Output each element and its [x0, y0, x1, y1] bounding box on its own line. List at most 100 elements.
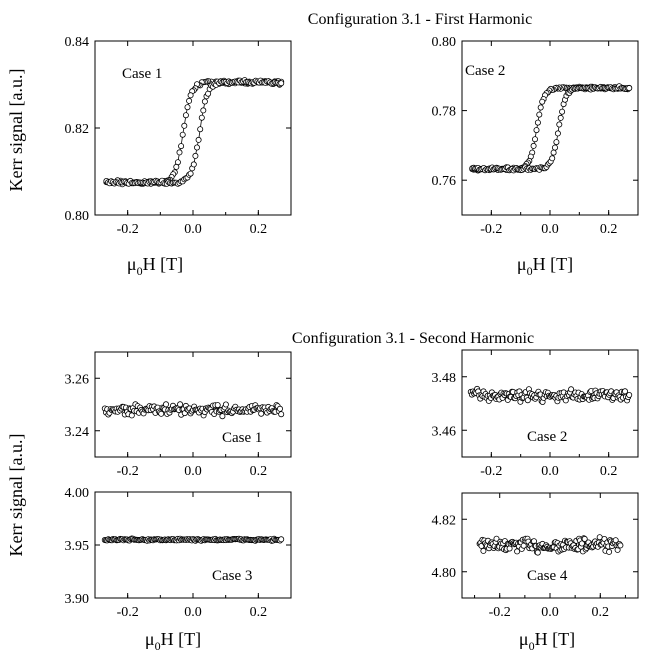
- data-point: [186, 97, 193, 104]
- data-point: [176, 149, 183, 156]
- x-tick-label: 0.0: [184, 605, 202, 620]
- data-point: [278, 411, 285, 418]
- data-point: [539, 98, 546, 105]
- y-tick-label: 3.26: [65, 372, 90, 387]
- y-tick-label: 0.78: [432, 105, 457, 120]
- data-point: [506, 545, 513, 552]
- y-tick-label: 3.24: [65, 425, 90, 440]
- data-point: [578, 540, 585, 547]
- data-point: [556, 121, 563, 128]
- y-tick-label: 0.76: [432, 174, 457, 189]
- data-point: [606, 548, 613, 555]
- case-label: Case 4: [527, 568, 568, 584]
- data-point: [626, 85, 633, 92]
- data-point: [173, 163, 180, 170]
- x-tick-label: 0.2: [592, 605, 610, 620]
- data-point: [557, 114, 564, 121]
- y-tick-label: 4.82: [432, 513, 457, 528]
- data-point: [222, 401, 229, 408]
- data-point: [536, 111, 543, 118]
- data-point: [276, 405, 283, 412]
- y-tick-label: 0.80: [65, 209, 90, 224]
- case-label: Case 1: [222, 430, 262, 446]
- data-point: [568, 386, 575, 393]
- bottom-right-x-label: μ0H [T]: [519, 629, 575, 653]
- data-point: [177, 401, 184, 408]
- data-point: [200, 107, 207, 114]
- y-tick-label: 3.95: [65, 539, 90, 554]
- data-point: [626, 391, 633, 398]
- data-series: [101, 401, 285, 420]
- bottom-y-label: Kerr signal [a.u.]: [6, 434, 26, 557]
- panel-bottom-case2: -0.2 0.0 0.2 3.46 3.48 Case 2: [432, 349, 639, 479]
- data-point: [219, 413, 226, 420]
- data-series: [101, 535, 285, 544]
- top-y-label: Kerr signal [a.u.]: [6, 69, 26, 192]
- y-tick-label: 4.00: [65, 486, 90, 501]
- x-tick-label: 0.0: [541, 222, 559, 237]
- x-tick-label: 0.0: [541, 464, 559, 479]
- bottom-left-x-label: μ0H [T]: [145, 629, 201, 653]
- y-tick-label: 0.80: [432, 35, 457, 50]
- data-point: [187, 170, 194, 177]
- top-left-x-label: μ0H [T]: [127, 254, 183, 278]
- x-tick-label: 0.2: [250, 605, 268, 620]
- y-tick-label: 0.82: [65, 122, 90, 137]
- data-point: [549, 155, 556, 162]
- data-point: [534, 119, 541, 126]
- y-tick-label: 3.46: [432, 424, 457, 439]
- case-label: Case 2: [527, 429, 567, 445]
- data-point: [179, 131, 186, 138]
- x-tick-label: -0.2: [489, 605, 511, 620]
- data-point: [197, 126, 204, 133]
- data-point: [198, 114, 205, 121]
- data-point: [553, 139, 560, 146]
- data-point: [201, 98, 208, 105]
- data-point: [581, 535, 588, 542]
- case-label: Case 3: [212, 568, 252, 584]
- data-point: [190, 161, 197, 168]
- data-point: [181, 122, 188, 129]
- data-point: [534, 549, 541, 556]
- x-tick-label: 0.2: [250, 464, 268, 479]
- case-label: Case 1: [122, 66, 162, 82]
- data-point: [524, 397, 531, 404]
- data-series: [467, 385, 633, 405]
- data-series: [469, 83, 633, 174]
- data-point: [554, 130, 561, 137]
- x-tick-label: -0.2: [117, 222, 139, 237]
- panel-bottom-case3: -0.2 0.0 0.2 3.90 3.95 4.00 Case 3: [65, 486, 292, 620]
- bottom-title: Configuration 3.1 - Second Harmonic: [292, 330, 534, 347]
- data-point: [537, 104, 544, 111]
- data-point: [622, 388, 629, 395]
- data-point: [192, 152, 199, 159]
- data-point: [182, 112, 189, 119]
- x-tick-label: 0.2: [600, 464, 618, 479]
- data-point: [128, 412, 135, 419]
- panel-top-left: -0.2 0.0 0.2 0.80 0.82 0.84 Case 1: [65, 35, 292, 237]
- y-tick-label: 4.80: [432, 566, 457, 581]
- panels-group: -0.2 0.0 0.2 0.80 0.82 0.84 Case 1 -0.2 0.0 0.2 0.…: [65, 35, 639, 620]
- top-title: Configuration 3.1 - First Harmonic: [308, 11, 532, 28]
- y-tick-label: 3.90: [65, 592, 90, 607]
- data-point: [184, 104, 191, 111]
- x-tick-label: 0.0: [184, 464, 202, 479]
- data-point: [480, 547, 487, 554]
- data-point: [278, 536, 285, 543]
- x-tick-label: -0.2: [480, 464, 502, 479]
- x-tick-label: 0.2: [600, 222, 618, 237]
- data-point: [195, 136, 202, 143]
- data-point: [162, 401, 169, 408]
- x-tick-label: -0.2: [117, 464, 139, 479]
- case-label: Case 2: [465, 63, 505, 79]
- y-tick-label: 0.84: [65, 35, 90, 50]
- data-point: [193, 144, 200, 151]
- data-point: [530, 142, 537, 149]
- x-tick-label: -0.2: [117, 605, 139, 620]
- x-tick-label: 0.0: [541, 605, 559, 620]
- data-point: [514, 548, 521, 555]
- plot-frame: [94, 491, 292, 599]
- data-point: [214, 402, 221, 409]
- data-point: [158, 410, 165, 417]
